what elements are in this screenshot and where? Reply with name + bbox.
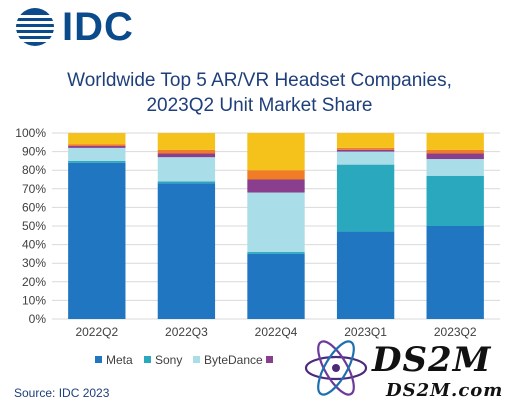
- source-note: Source: IDC 2023: [14, 386, 110, 400]
- bar-segment: [247, 252, 305, 254]
- bar-segment: [336, 231, 395, 319]
- bar-segment: [157, 183, 216, 319]
- bar-segment: [426, 159, 484, 176]
- y-tick-label: 100%: [15, 126, 46, 140]
- bar-segment: [336, 149, 395, 152]
- bar-segment: [157, 181, 216, 184]
- bar-segment: [247, 170, 305, 180]
- watermark-title: DS2M: [372, 340, 492, 380]
- bar-segment: [157, 133, 216, 150]
- legend-swatch: [144, 356, 151, 363]
- legend-swatch: [95, 356, 102, 363]
- legend-label: ByteDance: [204, 353, 263, 367]
- y-tick-label: 70%: [22, 182, 46, 196]
- bar-segment: [426, 133, 484, 150]
- y-tick-label: 0%: [29, 312, 47, 326]
- x-tick-label: 2022Q4: [255, 325, 298, 339]
- bar-segment: [247, 253, 305, 319]
- logo-text: IDC: [62, 5, 134, 49]
- bar-segment: [247, 179, 305, 193]
- y-tick-label: 20%: [22, 275, 46, 289]
- bar-segment: [157, 157, 216, 182]
- idc-logo: IDC: [14, 6, 134, 48]
- bar-segment: [68, 162, 126, 319]
- chart-title: Worldwide Top 5 AR/VR Headset Companies,…: [0, 68, 519, 118]
- bar-segment: [426, 226, 484, 319]
- bar-segment: [426, 153, 484, 160]
- x-tick-label: 2023Q2: [434, 325, 477, 339]
- bar-segment: [68, 133, 126, 145]
- bar-segment: [157, 149, 216, 154]
- bar-segment: [336, 151, 395, 165]
- bar-segment: [336, 164, 395, 232]
- bar-segment: [426, 149, 484, 154]
- y-tick-label: 60%: [22, 200, 46, 214]
- legend-swatch: [193, 356, 200, 363]
- legend-label: Sony: [155, 353, 182, 367]
- bar-segment: [426, 175, 484, 226]
- legend-label: Meta: [106, 353, 133, 367]
- y-tick-label: 90%: [22, 145, 46, 159]
- watermark-url: DS2M.com: [386, 380, 504, 401]
- bar-segment: [247, 133, 305, 171]
- x-tick-label: 2022Q2: [75, 325, 118, 339]
- bar-segment: [336, 133, 395, 148]
- bar-segment: [68, 147, 126, 161]
- y-tick-label: 80%: [22, 163, 46, 177]
- y-tick-label: 40%: [22, 238, 46, 252]
- globe-icon: [16, 8, 54, 46]
- x-tick-label: 2022Q3: [165, 325, 208, 339]
- chart-title-line-2: 2023Q2 Unit Market Share: [146, 95, 373, 116]
- legend-swatch: [266, 356, 273, 363]
- x-tick-label: 2023Q1: [344, 325, 387, 339]
- atom-icon: [304, 340, 368, 396]
- bar-segment: [68, 146, 126, 148]
- y-tick-label: 10%: [22, 293, 46, 307]
- bar-segment: [157, 153, 216, 158]
- bar-segment: [68, 160, 126, 163]
- y-tick-label: 50%: [22, 219, 46, 233]
- bar-segment: [247, 192, 305, 253]
- chart-title-line-1: Worldwide Top 5 AR/VR Headset Companies,: [67, 70, 452, 91]
- bar-segment: [336, 147, 395, 150]
- y-tick-label: 30%: [22, 256, 46, 270]
- bar-segment: [68, 144, 126, 147]
